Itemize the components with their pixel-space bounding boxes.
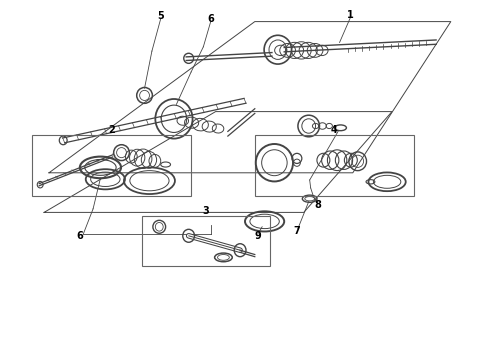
Text: 4: 4 [331, 125, 338, 135]
Text: 8: 8 [314, 200, 321, 210]
Text: 7: 7 [293, 226, 300, 236]
Text: 6: 6 [76, 231, 83, 241]
Text: 5: 5 [157, 11, 164, 21]
Bar [255, 135, 414, 196]
Text: 1: 1 [347, 10, 354, 20]
Text: 2: 2 [108, 125, 115, 135]
Bar [32, 135, 191, 196]
Text: 6: 6 [207, 14, 214, 24]
Bar [142, 216, 270, 266]
Text: 3: 3 [202, 206, 209, 216]
Text: 9: 9 [255, 231, 262, 241]
